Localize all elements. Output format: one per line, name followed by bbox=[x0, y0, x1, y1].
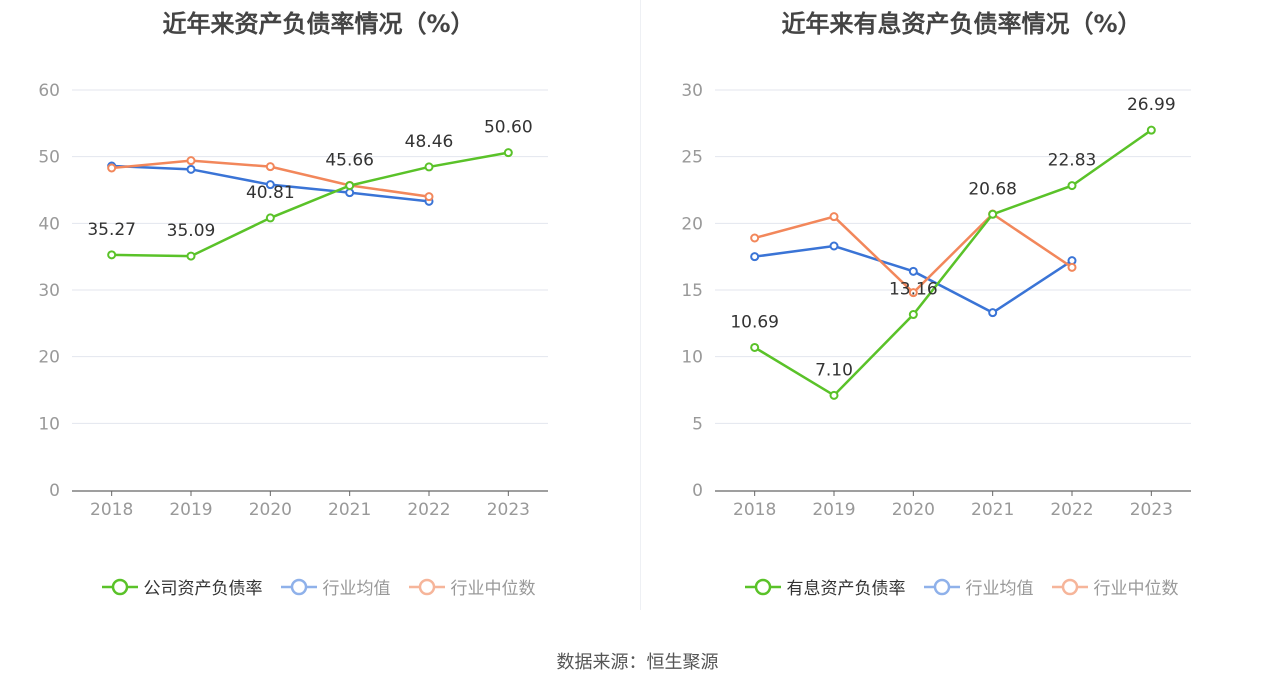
legend-marker-icon bbox=[280, 578, 317, 595]
y-tick-label: 20 bbox=[38, 348, 60, 368]
data-point bbox=[829, 390, 839, 400]
x-tick-label: 2019 bbox=[169, 500, 212, 520]
data-point bbox=[988, 308, 998, 318]
y-tick-label: 40 bbox=[38, 214, 60, 234]
data-point bbox=[750, 252, 760, 262]
series-line bbox=[111, 151, 509, 258]
data-point bbox=[424, 162, 434, 172]
chart-title: 近年来有息资产负债率情况（%） bbox=[781, 10, 1142, 38]
legend-label: 行业中位数 bbox=[1093, 579, 1179, 599]
legend-item[interactable]: 行业均值 bbox=[280, 574, 391, 599]
data-point bbox=[107, 163, 117, 173]
data-point bbox=[829, 241, 839, 251]
data-label: 50.60 bbox=[484, 118, 533, 138]
data-point bbox=[265, 213, 275, 223]
line-chart-interest-debt-ratio: 0 5 10 15 20 25 30 2018 2019 2020 2021 2022 2023 10.6… bbox=[681, 81, 1191, 520]
x-tick-label: 2023 bbox=[1130, 500, 1173, 520]
data-point bbox=[1067, 181, 1077, 191]
legend-marker-icon bbox=[923, 578, 960, 595]
y-tick-label: 5 bbox=[692, 414, 703, 434]
series-line bbox=[754, 129, 1153, 397]
legend-item[interactable]: 公司资产负债率 bbox=[101, 574, 263, 599]
data-label: 35.09 bbox=[167, 221, 216, 241]
y-tick-label: 50 bbox=[38, 148, 60, 168]
legend-marker-icon bbox=[744, 578, 781, 595]
data-label: 10.69 bbox=[730, 312, 779, 332]
x-tick-label: 2022 bbox=[1050, 500, 1093, 520]
x-tick-label: 2023 bbox=[487, 500, 530, 520]
data-source-note: 数据来源：恒生聚源 bbox=[556, 652, 719, 673]
legend-item[interactable]: 有息资产负债率 bbox=[744, 574, 906, 599]
data-point bbox=[908, 288, 918, 298]
x-tick-label: 2021 bbox=[971, 500, 1014, 520]
y-tick-label: 30 bbox=[681, 81, 703, 101]
data-label: 20.68 bbox=[968, 179, 1017, 199]
legend-label: 行业中位数 bbox=[450, 579, 536, 599]
data-label: 40.81 bbox=[246, 183, 295, 203]
data-label: 48.46 bbox=[405, 132, 454, 152]
y-tick-label: 0 bbox=[49, 481, 60, 501]
data-point bbox=[186, 164, 196, 174]
panel-divider bbox=[640, 0, 641, 610]
data-label: 26.99 bbox=[1127, 95, 1176, 115]
data-point bbox=[1146, 125, 1156, 135]
x-tick-label: 2018 bbox=[90, 500, 133, 520]
x-tick-label: 2018 bbox=[733, 500, 776, 520]
data-label: 7.10 bbox=[815, 360, 853, 380]
data-point bbox=[750, 233, 760, 243]
data-point bbox=[988, 209, 998, 219]
chart-legend: 公司资产负债率 行业均值 行业中位数 bbox=[0, 574, 637, 599]
x-tick-label: 2019 bbox=[812, 500, 855, 520]
chart-panel-debt-ratio: 近年来资产负债率情况（%） 0 10 20 30 40 50 60 2018 2019 2020 2… bbox=[0, 0, 637, 620]
legend-marker-icon bbox=[1051, 578, 1088, 595]
legend-label: 行业均值 bbox=[965, 579, 1034, 599]
data-point bbox=[908, 310, 918, 320]
x-tick-label: 2022 bbox=[407, 500, 450, 520]
data-label: 13.16 bbox=[889, 280, 938, 300]
data-label: 45.66 bbox=[325, 151, 374, 171]
y-tick-label: 10 bbox=[38, 414, 60, 434]
legend-item[interactable]: 行业均值 bbox=[923, 574, 1034, 599]
chart-title: 近年来资产负债率情况（%） bbox=[162, 10, 475, 38]
data-point bbox=[107, 250, 117, 260]
x-tick-label: 2020 bbox=[249, 500, 292, 520]
data-point bbox=[345, 188, 355, 198]
legend-label: 有息资产负债率 bbox=[786, 579, 906, 599]
data-label: 22.83 bbox=[1048, 151, 1097, 171]
legend-label: 行业均值 bbox=[322, 579, 391, 599]
data-point bbox=[503, 148, 513, 158]
y-tick-label: 20 bbox=[681, 214, 703, 234]
y-tick-label: 25 bbox=[681, 148, 703, 168]
legend-marker-icon bbox=[101, 578, 138, 595]
data-point bbox=[345, 181, 355, 191]
data-point bbox=[829, 212, 839, 222]
line-chart-debt-ratio: 0 10 20 30 40 50 60 2018 2019 2020 2021 2022 2023 35.… bbox=[38, 81, 548, 520]
y-tick-label: 10 bbox=[681, 348, 703, 368]
data-point bbox=[265, 180, 275, 190]
y-tick-label: 60 bbox=[38, 81, 60, 101]
legend-label: 公司资产负债率 bbox=[143, 579, 263, 599]
data-point bbox=[265, 162, 275, 172]
y-tick-label: 15 bbox=[681, 281, 703, 301]
chart-panel-interest-debt-ratio: 近年来有息资产负债率情况（%） 0 5 10 15 20 25 30 2018 2019 2020… bbox=[643, 0, 1275, 620]
data-point bbox=[908, 266, 918, 276]
data-label: 35.27 bbox=[87, 220, 136, 240]
chart-legend: 有息资产负债率 行业均值 行业中位数 bbox=[643, 574, 1275, 599]
data-point bbox=[1067, 262, 1077, 272]
y-tick-label: 30 bbox=[38, 281, 60, 301]
x-tick-label: 2020 bbox=[892, 500, 935, 520]
legend-item[interactable]: 行业中位数 bbox=[408, 574, 536, 599]
data-point bbox=[424, 192, 434, 202]
legend-item[interactable]: 行业中位数 bbox=[1051, 574, 1179, 599]
data-point bbox=[750, 342, 760, 352]
x-tick-label: 2021 bbox=[328, 500, 371, 520]
data-point bbox=[186, 251, 196, 261]
y-tick-label: 0 bbox=[692, 481, 703, 501]
data-point bbox=[186, 156, 196, 166]
legend-marker-icon bbox=[408, 578, 445, 595]
